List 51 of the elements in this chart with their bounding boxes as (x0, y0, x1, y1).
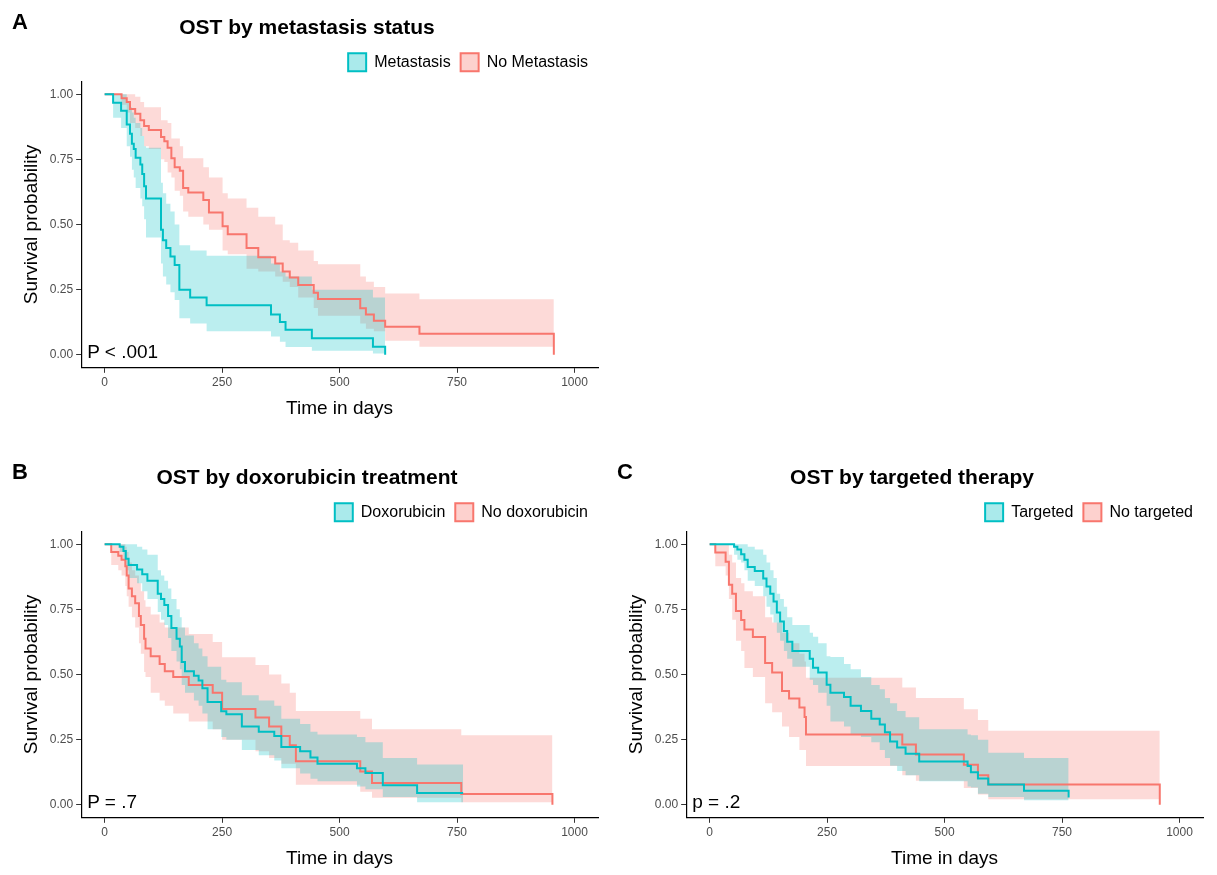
x-tick-label: 750 (447, 825, 468, 840)
y-tick-label: 0.50 (49, 216, 74, 231)
x-tick-label: 0 (101, 375, 109, 390)
x-tick-label: 250 (212, 825, 233, 840)
y-tick-label: 1.00 (654, 536, 679, 551)
x-tick-label: 250 (817, 825, 838, 840)
text: B (12, 459, 28, 485)
y-axis-title: Survival probability (19, 144, 41, 305)
y-tick-label: 0.75 (49, 601, 74, 616)
legend-label: No targeted (1109, 502, 1193, 520)
legend-label: Targeted (1011, 502, 1074, 520)
y-tick-label: 0.00 (49, 797, 74, 812)
x-tick-label: 750 (1052, 825, 1073, 840)
y-tick-label: 0.00 (654, 797, 679, 812)
chart-title: OST by doxorubicin treatment (156, 465, 458, 489)
x-tick-label: 0 (101, 825, 109, 840)
x-tick-label: 1000 (561, 375, 589, 390)
legend-label: No doxorubicin (481, 502, 589, 520)
y-tick-label: 0.75 (654, 601, 679, 616)
annotation: P < .001 (87, 340, 159, 362)
x-axis-title: Time in days (286, 846, 394, 868)
chart-title: OST by targeted therapy (790, 465, 1035, 489)
annotation: P = .7 (87, 790, 137, 812)
x-tick-label: 0 (706, 825, 714, 840)
y-tick-label: 0.50 (49, 666, 74, 681)
text: C (617, 459, 633, 485)
y-tick-label: 0.25 (49, 281, 74, 296)
x-axis-title: Time in days (286, 396, 394, 418)
legend-label: Doxorubicin (360, 502, 446, 520)
annotation: p = .2 (692, 790, 741, 812)
x-tick-label: 500 (329, 825, 350, 840)
y-tick-label: 1.00 (49, 536, 74, 551)
x-tick-label: 250 (212, 375, 233, 390)
x-tick-label: 1000 (1166, 825, 1194, 840)
y-tick-label: 0.25 (49, 731, 74, 746)
x-tick-label: 500 (934, 825, 955, 840)
x-tick-label: 750 (447, 375, 468, 390)
y-axis-title: Survival probability (19, 594, 41, 755)
y-axis-title: Survival probability (624, 594, 646, 755)
y-tick-label: 0.75 (49, 151, 74, 166)
legend-label: Metastasis (374, 52, 451, 70)
x-axis-title: Time in days (891, 846, 999, 868)
y-tick-label: 1.00 (49, 86, 74, 101)
y-tick-label: 0.25 (654, 731, 679, 746)
y-tick-label: 0.00 (49, 347, 74, 362)
chart-title: OST by metastasis status (179, 15, 435, 39)
x-tick-label: 500 (329, 375, 350, 390)
text: A (12, 9, 28, 35)
y-tick-label: 0.50 (654, 666, 679, 681)
x-tick-label: 1000 (561, 825, 589, 840)
legend-label: No Metastasis (486, 52, 589, 70)
